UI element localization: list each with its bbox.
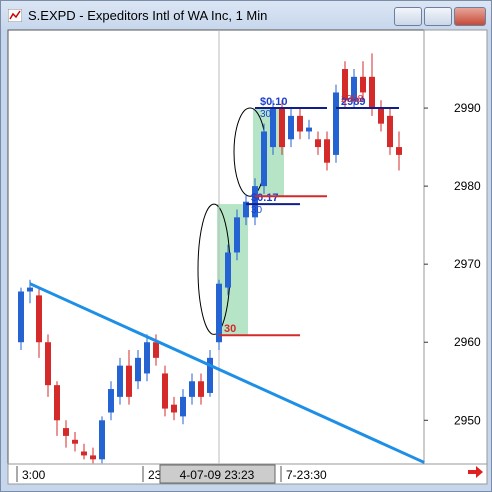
candle-body — [243, 201, 249, 218]
level-sublabel: 2988 — [341, 94, 364, 105]
level-label: $0.10 — [260, 96, 288, 108]
candle-body — [99, 420, 105, 460]
x-tick-label: 23 — [148, 468, 162, 482]
candle-body — [351, 76, 357, 101]
candle-body — [342, 69, 348, 101]
candle-body — [315, 139, 321, 148]
app-icon — [8, 9, 22, 22]
candle-body — [297, 115, 303, 132]
scroll-arrow — [468, 466, 483, 478]
candle-body — [90, 455, 96, 460]
candle-body — [18, 291, 24, 343]
cursor-label: 4-07-09 23:23 — [180, 468, 255, 482]
candle-body — [117, 365, 123, 397]
level-label: $0.17 — [251, 192, 279, 204]
close-button[interactable] — [454, 7, 486, 26]
y-tick-label: 2980 — [454, 179, 481, 193]
candle-body — [225, 252, 231, 288]
chart: 29502960297029802990$0.103029892988$0.17… — [7, 29, 488, 485]
candle-body — [252, 186, 258, 218]
y-tick-label: 2950 — [454, 413, 481, 427]
candle-body — [153, 342, 159, 358]
zone — [253, 108, 284, 197]
zone — [217, 204, 248, 335]
candle-body — [144, 342, 150, 374]
candle-body — [396, 147, 402, 155]
candle-body — [369, 76, 375, 109]
candle-body — [63, 428, 69, 436]
candle-body — [216, 283, 222, 343]
candle-body — [81, 451, 87, 456]
candle-body — [207, 357, 213, 393]
maximize-button[interactable] — [424, 7, 452, 26]
candle-body — [45, 342, 51, 386]
trendline — [29, 282, 425, 464]
y-tick-label: 2960 — [454, 335, 481, 349]
candle-body — [171, 404, 177, 413]
candle-body — [261, 131, 267, 187]
candle-body — [126, 365, 132, 397]
level-sublabel: 30 — [251, 205, 263, 216]
candle-body — [198, 381, 204, 397]
y-tick-label: 2970 — [454, 257, 481, 271]
x-tick-label: 7-23:30 — [286, 468, 327, 482]
title-bar: S.EXPD - Expeditors Intl of WA Inc, 1 Mi… — [1, 1, 491, 29]
candle-body — [162, 373, 168, 409]
candle-body — [189, 381, 195, 397]
cursor-label-box — [159, 464, 276, 484]
candle-body — [333, 92, 339, 155]
candle-body — [288, 115, 294, 140]
level-label: 30 — [224, 323, 236, 335]
candle-body — [279, 108, 285, 148]
candle-body — [387, 115, 393, 148]
candle-body — [360, 76, 366, 93]
candle-body — [270, 108, 276, 148]
price-axis — [423, 29, 488, 465]
candle-body — [36, 295, 42, 343]
level-label: 2989 — [341, 96, 365, 108]
candle-body — [378, 108, 384, 124]
candle-body — [180, 396, 186, 417]
candle-body — [135, 357, 141, 382]
candle-body — [54, 385, 60, 421]
x-tick-label: 3:00 — [22, 468, 46, 482]
candle-body — [108, 389, 114, 413]
candle-body — [324, 139, 330, 163]
level-sublabel: 30 — [260, 109, 272, 120]
candle-body — [306, 127, 312, 132]
minimize-button[interactable] — [394, 7, 422, 26]
window-title: S.EXPD - Expeditors Intl of WA Inc, 1 Mi… — [28, 8, 268, 23]
candle-body — [72, 439, 78, 444]
candle-body — [234, 217, 240, 253]
y-tick-label: 2990 — [454, 101, 481, 115]
candle-body — [27, 287, 33, 292]
